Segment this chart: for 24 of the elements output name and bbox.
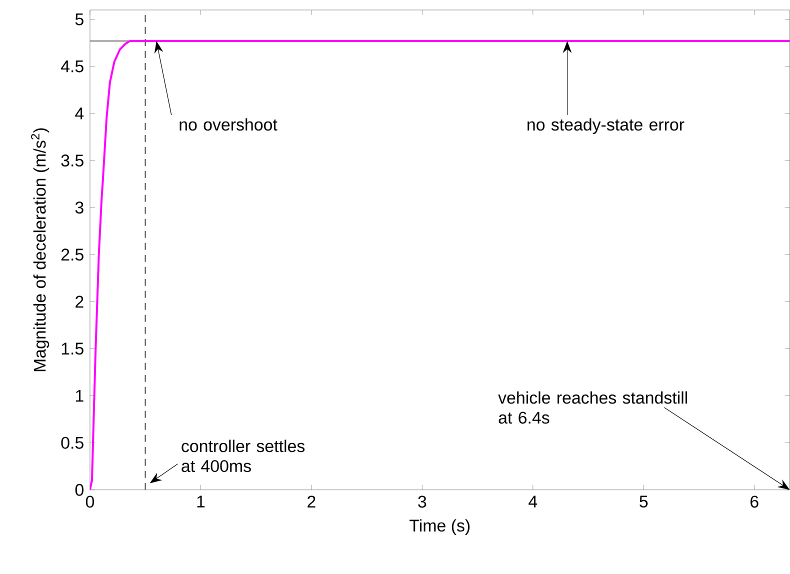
y-tick-label: 2.5	[61, 248, 84, 261]
y-axis-title: Magnitude of deceleration (m/s$^{2}$)	[31, 128, 50, 372]
y-tick-label: 4.5	[60, 60, 84, 72]
y-tick-label: 5	[75, 14, 84, 26]
y-tick-label: 0	[75, 484, 84, 496]
x-tick-label: 3	[418, 496, 426, 508]
annotation: vehicle reaches standstill at 6.4s	[498, 391, 688, 424]
x-tick-label: 6	[750, 496, 758, 508]
y-tick-label: 4	[75, 108, 84, 120]
y-tick-label: 3	[75, 202, 84, 214]
x-tick-label: 5	[640, 496, 648, 508]
x-axis-title: Time (s)	[410, 519, 470, 536]
x-tick-label: 1	[197, 496, 205, 508]
annotation: no steady-state error	[528, 118, 684, 134]
x-tick-label: 4	[528, 496, 538, 508]
y-tick-label: 2	[76, 296, 84, 308]
annotation: controller settles at 400ms	[182, 440, 305, 472]
y-tick-label: 1.5	[62, 342, 84, 355]
x-tick-label: 0	[86, 496, 94, 508]
x-tick-label: 2	[308, 496, 316, 508]
y-tick-label: 3.5	[61, 154, 84, 167]
y-tick-label: 1	[76, 390, 84, 402]
annotation: no overshoot	[180, 118, 278, 131]
y-tick-label: 0.5	[61, 436, 84, 449]
